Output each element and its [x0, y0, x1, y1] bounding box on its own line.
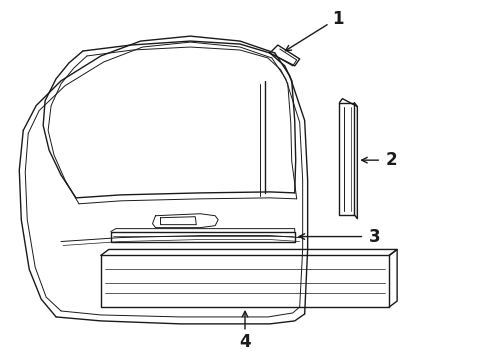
Text: 2: 2 [385, 151, 397, 169]
Text: 4: 4 [239, 333, 251, 351]
Text: 3: 3 [368, 228, 380, 246]
Text: 1: 1 [332, 10, 343, 28]
